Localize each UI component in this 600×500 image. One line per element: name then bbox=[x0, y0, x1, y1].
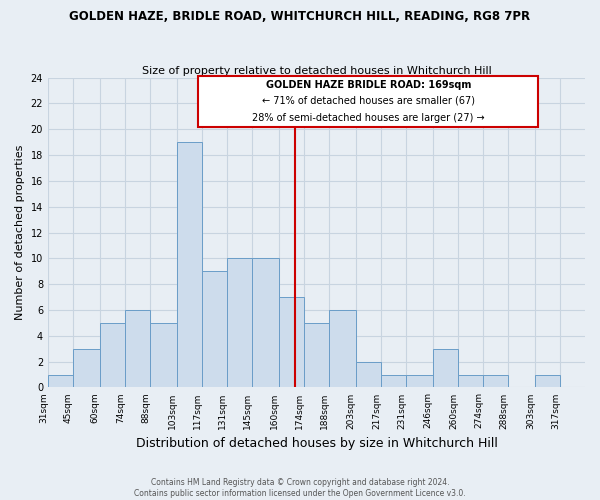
Bar bbox=[100, 323, 125, 388]
Text: GOLDEN HAZE BRIDLE ROAD: 169sqm: GOLDEN HAZE BRIDLE ROAD: 169sqm bbox=[266, 80, 471, 90]
Text: GOLDEN HAZE, BRIDLE ROAD, WHITCHURCH HILL, READING, RG8 7PR: GOLDEN HAZE, BRIDLE ROAD, WHITCHURCH HIL… bbox=[70, 10, 530, 23]
Bar bbox=[125, 310, 150, 388]
Bar bbox=[202, 272, 227, 388]
Bar bbox=[304, 323, 329, 388]
Bar bbox=[535, 374, 560, 388]
Bar bbox=[458, 374, 483, 388]
Bar bbox=[227, 258, 252, 388]
Bar bbox=[48, 374, 73, 388]
Bar bbox=[279, 297, 304, 388]
Bar bbox=[433, 348, 458, 388]
Y-axis label: Number of detached properties: Number of detached properties bbox=[15, 145, 25, 320]
Bar bbox=[177, 142, 202, 388]
Text: Contains HM Land Registry data © Crown copyright and database right 2024.
Contai: Contains HM Land Registry data © Crown c… bbox=[134, 478, 466, 498]
Bar bbox=[150, 323, 177, 388]
Bar bbox=[381, 374, 406, 388]
Bar bbox=[356, 362, 381, 388]
Bar bbox=[406, 374, 433, 388]
FancyBboxPatch shape bbox=[199, 76, 538, 126]
Text: ← 71% of detached houses are smaller (67): ← 71% of detached houses are smaller (67… bbox=[262, 96, 475, 106]
Bar bbox=[252, 258, 279, 388]
Bar bbox=[329, 310, 356, 388]
Bar bbox=[73, 348, 100, 388]
Bar bbox=[483, 374, 508, 388]
Text: 28% of semi-detached houses are larger (27) →: 28% of semi-detached houses are larger (… bbox=[252, 112, 485, 122]
X-axis label: Distribution of detached houses by size in Whitchurch Hill: Distribution of detached houses by size … bbox=[136, 437, 497, 450]
Title: Size of property relative to detached houses in Whitchurch Hill: Size of property relative to detached ho… bbox=[142, 66, 491, 76]
